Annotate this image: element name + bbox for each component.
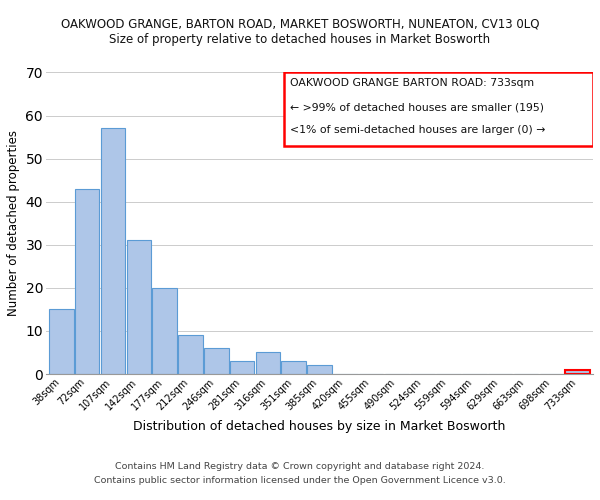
- Text: OAKWOOD GRANGE BARTON ROAD: 733sqm: OAKWOOD GRANGE BARTON ROAD: 733sqm: [290, 78, 535, 88]
- Bar: [281, 361, 306, 374]
- Bar: [204, 348, 229, 374]
- Bar: [75, 189, 100, 374]
- Bar: [307, 366, 332, 374]
- Text: Contains public sector information licensed under the Open Government Licence v3: Contains public sector information licen…: [94, 476, 506, 485]
- X-axis label: Distribution of detached houses by size in Market Bosworth: Distribution of detached houses by size …: [133, 420, 506, 433]
- Bar: [230, 361, 254, 374]
- Bar: [565, 370, 590, 374]
- Bar: [49, 310, 74, 374]
- Text: <1% of semi-detached houses are larger (0) →: <1% of semi-detached houses are larger (…: [290, 125, 546, 135]
- FancyBboxPatch shape: [284, 72, 593, 146]
- Bar: [152, 288, 177, 374]
- Bar: [256, 352, 280, 374]
- Bar: [127, 240, 151, 374]
- Bar: [178, 336, 203, 374]
- Text: Size of property relative to detached houses in Market Bosworth: Size of property relative to detached ho…: [109, 32, 491, 46]
- Text: ← >99% of detached houses are smaller (195): ← >99% of detached houses are smaller (1…: [290, 102, 544, 113]
- Y-axis label: Number of detached properties: Number of detached properties: [7, 130, 20, 316]
- Text: Contains HM Land Registry data © Crown copyright and database right 2024.: Contains HM Land Registry data © Crown c…: [115, 462, 485, 471]
- Bar: [101, 128, 125, 374]
- Text: OAKWOOD GRANGE, BARTON ROAD, MARKET BOSWORTH, NUNEATON, CV13 0LQ: OAKWOOD GRANGE, BARTON ROAD, MARKET BOSW…: [61, 18, 539, 30]
